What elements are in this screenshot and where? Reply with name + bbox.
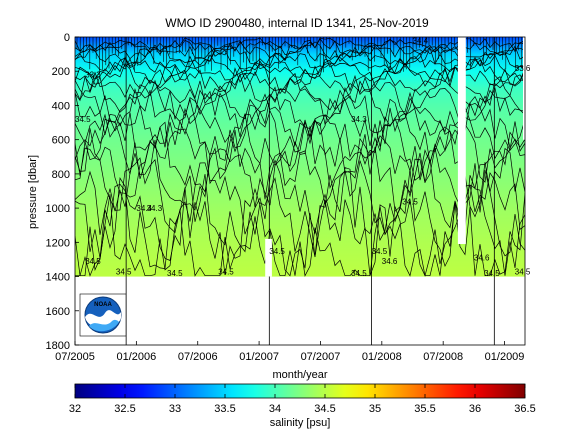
colorbar-tick-label: 32 xyxy=(69,403,81,415)
data-gaps xyxy=(265,37,530,277)
noaa-logo: NOAA xyxy=(79,293,127,337)
contour-label: 34.5 xyxy=(402,197,418,206)
contour-label: 34.5 xyxy=(218,267,234,276)
y-tick-label: 800 xyxy=(52,169,70,181)
x-tick-label: 01/2007 xyxy=(239,351,279,363)
colorbar-tick-label: 35.5 xyxy=(414,403,435,415)
x-tick-label: 01/2009 xyxy=(485,351,525,363)
contour-line xyxy=(75,71,525,116)
colorbar-tick-label: 33 xyxy=(169,403,181,415)
contour-label: 34.5 xyxy=(515,267,531,276)
colorbar-tick-label: 33.5 xyxy=(214,403,235,415)
data-gap xyxy=(457,37,466,244)
colorbar-tick-label: 34 xyxy=(269,403,281,415)
contour-label: 34.5 xyxy=(372,247,388,256)
y-tick-label: 1200 xyxy=(46,237,70,249)
contour-line xyxy=(75,163,525,268)
x-axis: 07/2005 01/2006 07/2006 01/2007 07/2007 01/20… xyxy=(55,341,524,363)
colorbar-ticks: 32 32.5 33 33.5 34 34.5 35 35.5 36 36.5 xyxy=(69,384,536,415)
y-tick-label: 1800 xyxy=(46,340,70,352)
data-gap xyxy=(523,37,530,140)
colorbar-tick-label: 36 xyxy=(469,403,481,415)
y-tick-label: 1000 xyxy=(46,203,70,215)
contour-label: 34.6 xyxy=(474,254,490,263)
contour-label: 34.6 xyxy=(382,257,398,266)
contour-line xyxy=(75,46,525,73)
colorbar-ramp xyxy=(74,383,526,399)
contour-line xyxy=(75,175,525,277)
contour-label: 34.5 xyxy=(167,269,183,278)
x-tick-label: 01/2008 xyxy=(362,351,402,363)
contour-label: 34.4 xyxy=(136,204,152,213)
profile-lines xyxy=(76,37,523,345)
y-tick-label: 1400 xyxy=(46,272,70,284)
x-tick-label: 07/2007 xyxy=(301,351,341,363)
chart-title: WMO ID 2900480, internal ID 1341, 25-Nov… xyxy=(165,16,429,30)
x-tick-label: 07/2005 xyxy=(55,351,95,363)
y-tick-label: 1600 xyxy=(46,306,70,318)
salinity-field xyxy=(75,37,525,277)
contour-label: 34.5 xyxy=(269,247,285,256)
y-tick-label: 400 xyxy=(52,100,70,112)
colorbar-tick-label: 32.5 xyxy=(114,403,135,415)
contour-label: 34.3 xyxy=(351,115,367,124)
data-gap xyxy=(265,238,272,277)
profile-ticks xyxy=(76,37,523,73)
y-axis: 0 200 400 600 800 1000 1200 1400 1600 1800 xyxy=(46,32,79,352)
contour-label: 34.5 xyxy=(351,269,367,278)
contour-label: 34.5 xyxy=(85,257,101,266)
contour-line xyxy=(75,86,525,137)
plot-frame xyxy=(74,36,526,346)
y-tick-label: 0 xyxy=(64,32,70,44)
contour-line xyxy=(75,61,525,95)
x-axis-label: month/year xyxy=(272,369,327,381)
contour-line xyxy=(75,193,525,277)
colorbar-tick-label: 36.5 xyxy=(514,403,535,415)
colorbar-tick-label: 34.5 xyxy=(314,403,335,415)
contour-label: 34.4 xyxy=(413,36,429,45)
contour-label: 33.6 xyxy=(515,64,531,73)
contour-label: 34.5 xyxy=(75,115,91,124)
plot-area: 34.534.534.434.334.5 34.534.534.334.534.5… xyxy=(46,32,531,363)
contour-label: 34.5 xyxy=(116,267,132,276)
y-axis-label: pressure [dbar] xyxy=(27,155,39,229)
colorbar-tick-label: 35 xyxy=(369,403,381,415)
contour-line xyxy=(75,52,525,82)
colorbar-label: salinity [psu] xyxy=(270,417,331,429)
contour-labels: 34.534.534.434.334.5 34.534.534.334.534.5… xyxy=(75,36,531,278)
contour-label: 33.3 xyxy=(85,71,101,80)
y-tick-label: 600 xyxy=(52,135,70,147)
x-tick-label: 07/2008 xyxy=(423,351,463,363)
noaa-logo-text: NOAA xyxy=(94,302,112,308)
contour-label: 34.3 xyxy=(147,204,163,213)
contour-line xyxy=(75,134,525,218)
x-tick-label: 01/2006 xyxy=(116,351,156,363)
y-tick-label: 200 xyxy=(52,66,70,78)
contour-label: 34.5 xyxy=(484,269,500,278)
x-tick-label: 07/2006 xyxy=(178,351,218,363)
colorbar: 32 32.5 33 33.5 34 34.5 35 35.5 36 36.5 xyxy=(69,383,536,415)
contour-line xyxy=(75,153,525,236)
salinity-contours xyxy=(75,37,525,277)
contour-line xyxy=(75,55,525,86)
contour-line xyxy=(75,44,525,68)
contour-line xyxy=(75,79,525,125)
